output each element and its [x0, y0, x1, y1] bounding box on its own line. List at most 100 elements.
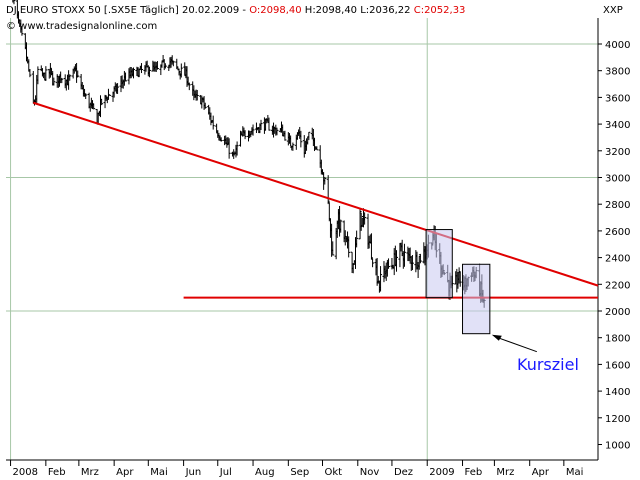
- price-bar: [171, 61, 175, 67]
- price-bar: [315, 146, 319, 151]
- price-bar: [227, 138, 231, 159]
- chart-grid: [6, 18, 598, 460]
- price-bar: [155, 61, 159, 70]
- price-bar: [177, 68, 181, 76]
- price-bar: [163, 63, 167, 69]
- price-bar: [394, 250, 398, 272]
- price-bar: [418, 253, 422, 264]
- price-bar: [147, 66, 151, 78]
- price-bar: [92, 103, 96, 110]
- price-bar: [187, 82, 191, 91]
- price-bar: [170, 55, 174, 65]
- chart-annotations: Kursziel: [33, 101, 599, 374]
- pattern-box: [425, 229, 453, 299]
- x-tick-label: Sep: [290, 467, 309, 478]
- price-bar: [13, 0, 16, 5]
- price-bar: [203, 102, 207, 109]
- close-value: C:2052,33: [414, 5, 466, 16]
- x-tick-label: Apr: [532, 467, 550, 478]
- price-bar: [52, 77, 56, 86]
- y-tick-label: 1800: [605, 334, 630, 345]
- price-bar: [379, 266, 383, 292]
- price-bar: [100, 99, 104, 106]
- price-bar: [139, 63, 143, 74]
- x-tick-label: 2009: [429, 467, 454, 478]
- price-bar: [371, 258, 375, 268]
- y-tick-label: 2800: [605, 200, 630, 211]
- y-tick-label: 2200: [605, 280, 630, 291]
- price-bar: [44, 66, 48, 81]
- chart-plot-area: [6, 0, 599, 461]
- price-bar: [347, 236, 351, 258]
- price-bar: [410, 255, 414, 271]
- pattern-box: [462, 263, 491, 335]
- y-tick-label: 2600: [605, 227, 630, 238]
- price-bar: [387, 258, 391, 269]
- target-arrowhead: [491, 334, 502, 341]
- y-tick-label: 1600: [605, 360, 630, 371]
- price-bar: [259, 119, 263, 131]
- x-tick-label: Feb: [465, 467, 483, 478]
- copyright-label: © www.tradesignalonline.com: [6, 21, 157, 32]
- x-tick-label: Jun: [185, 467, 202, 478]
- x-axis: 2008 Feb Mrz Apr Mai Jun Jul Aug Sep Okt Nov Dez 200…: [10, 460, 584, 478]
- high-value: H:2098,40: [305, 5, 357, 16]
- price-bar: [323, 176, 327, 185]
- price-bar: [369, 233, 373, 260]
- x-tick-label: Mrz: [81, 467, 99, 478]
- y-tick-label: 3200: [605, 147, 630, 158]
- price-bar: [402, 243, 406, 267]
- price-bar: [132, 67, 136, 79]
- target-arrow: [497, 337, 538, 353]
- y-tick-label: 2400: [605, 254, 630, 265]
- x-tick-label: Mai: [150, 467, 168, 478]
- price-bar: [275, 127, 279, 136]
- price-bar: [179, 63, 183, 78]
- open-value: O:2098,40: [249, 5, 301, 16]
- price-bar: [124, 72, 128, 82]
- price-bar: [211, 115, 215, 130]
- target-label: Kursziel: [517, 355, 579, 374]
- price-bar: [28, 68, 32, 78]
- y-tick-label: 1400: [605, 387, 630, 398]
- price-bar: [355, 230, 359, 248]
- price-bar: [243, 130, 247, 140]
- price-bar: [48, 63, 52, 78]
- price-bar: [339, 219, 343, 233]
- y-tick-label: 2000: [605, 307, 630, 318]
- price-bar: [12, 0, 14, 3]
- axis-unit-label: XXP: [603, 5, 623, 16]
- price-bar: [31, 71, 35, 104]
- price-bar: [68, 74, 72, 81]
- price-bar: [76, 70, 80, 78]
- y-tick-label: 4000: [605, 40, 630, 51]
- price-bar: [283, 130, 287, 141]
- price-bar: [457, 267, 461, 284]
- x-tick-label: Mai: [566, 467, 584, 478]
- x-tick-label: 2008: [13, 467, 38, 478]
- price-bar: [363, 212, 367, 225]
- x-tick-label: Aug: [255, 467, 275, 478]
- y-tick-label: 3400: [605, 120, 630, 131]
- price-bar: [36, 66, 40, 85]
- price-bar: [116, 83, 120, 94]
- price-bar: [299, 130, 303, 148]
- x-tick-label: Okt: [324, 467, 342, 478]
- price-bar: [251, 124, 255, 136]
- x-tick-label: Nov: [360, 467, 380, 478]
- price-bar: [291, 142, 295, 151]
- price-bar: [84, 93, 88, 99]
- x-tick-label: Apr: [116, 467, 134, 478]
- y-tick-label: 3000: [605, 174, 630, 185]
- price-bar: [458, 271, 462, 287]
- price-bar: [326, 175, 330, 205]
- instrument-label: DJ EURO STOXX 50 [.SX5E Täglich] 20.02.2…: [6, 5, 239, 16]
- price-bar: [20, 26, 24, 36]
- y-tick-label: 1200: [605, 414, 630, 425]
- price-bar: [195, 89, 199, 101]
- y-tick-label: 3800: [605, 67, 630, 78]
- downtrend-line: [33, 101, 599, 287]
- x-tick-label: Jul: [219, 467, 232, 478]
- price-bar: [219, 137, 223, 142]
